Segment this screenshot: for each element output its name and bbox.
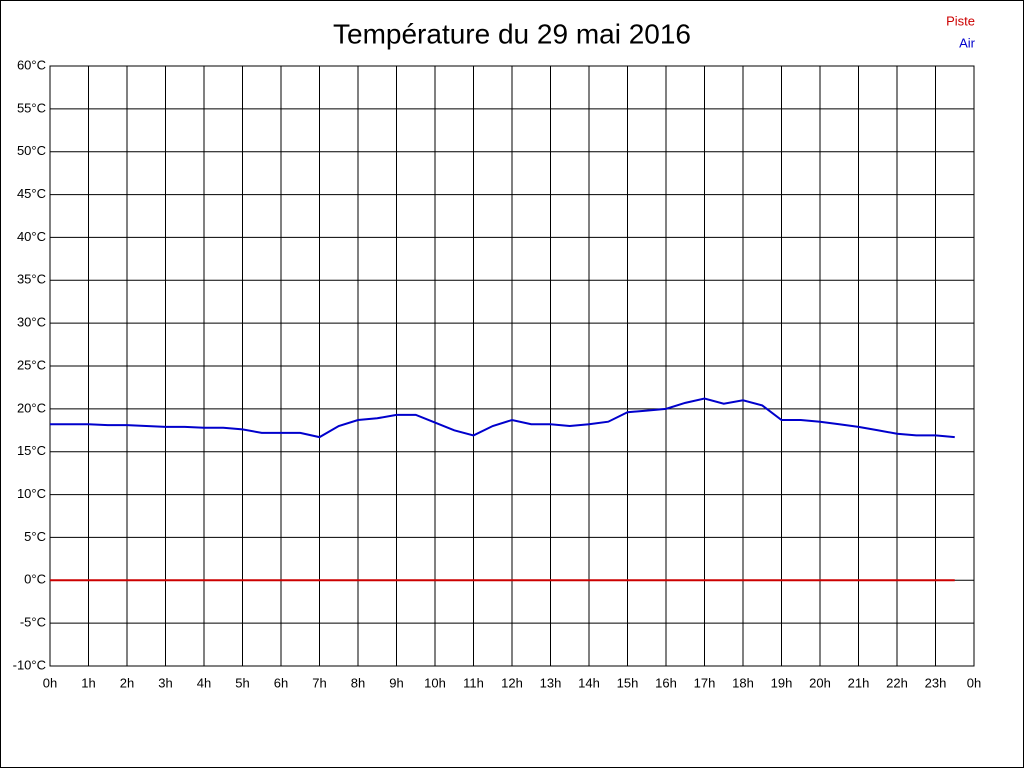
x-tick-label: 23h: [925, 675, 947, 690]
x-tick-label: 20h: [809, 675, 831, 690]
y-tick-label: 60°C: [17, 57, 46, 72]
x-tick-label: 10h: [424, 675, 446, 690]
y-tick-label: 35°C: [17, 272, 46, 287]
y-tick-label: 5°C: [24, 529, 46, 544]
x-tick-label: 15h: [617, 675, 639, 690]
x-tick-label: 22h: [886, 675, 908, 690]
y-tick-label: -10°C: [13, 657, 46, 672]
x-tick-label: 17h: [694, 675, 716, 690]
x-tick-label: 7h: [312, 675, 326, 690]
x-tick-label: 12h: [501, 675, 523, 690]
x-tick-label: 6h: [274, 675, 288, 690]
x-tick-label: 0h: [967, 675, 981, 690]
x-tick-label: 18h: [732, 675, 754, 690]
x-tick-label: 16h: [655, 675, 677, 690]
legend-label: Piste: [946, 13, 975, 28]
x-tick-label: 3h: [158, 675, 172, 690]
x-tick-label: 0h: [43, 675, 57, 690]
x-tick-label: 11h: [463, 675, 484, 690]
y-tick-label: 15°C: [17, 443, 46, 458]
x-tick-label: 13h: [540, 675, 562, 690]
y-tick-label: 20°C: [17, 400, 46, 415]
x-tick-label: 5h: [235, 675, 249, 690]
y-tick-label: 55°C: [17, 100, 46, 115]
y-tick-label: 25°C: [17, 357, 46, 372]
x-tick-label: 2h: [120, 675, 134, 690]
x-tick-label: 1h: [81, 675, 95, 690]
y-tick-label: 50°C: [17, 143, 46, 158]
y-tick-label: 40°C: [17, 229, 46, 244]
y-tick-label: 0°C: [24, 572, 46, 587]
y-tick-label: -5°C: [20, 615, 46, 630]
legend-label: Air: [959, 35, 976, 50]
x-tick-label: 21h: [848, 675, 870, 690]
y-tick-label: 30°C: [17, 315, 46, 330]
plot-border: [49, 65, 975, 667]
x-tick-label: 8h: [351, 675, 365, 690]
line: [50, 397, 955, 439]
x-tick-label: 9h: [389, 675, 403, 690]
x-tick-label: 4h: [197, 675, 211, 690]
chart-title: Température du 29 mai 2016: [333, 18, 691, 49]
x-tick-label: 19h: [771, 675, 793, 690]
y-tick-label: 10°C: [17, 486, 46, 501]
x-tick-label: 14h: [578, 675, 600, 690]
y-tick-label: 45°C: [17, 186, 46, 201]
